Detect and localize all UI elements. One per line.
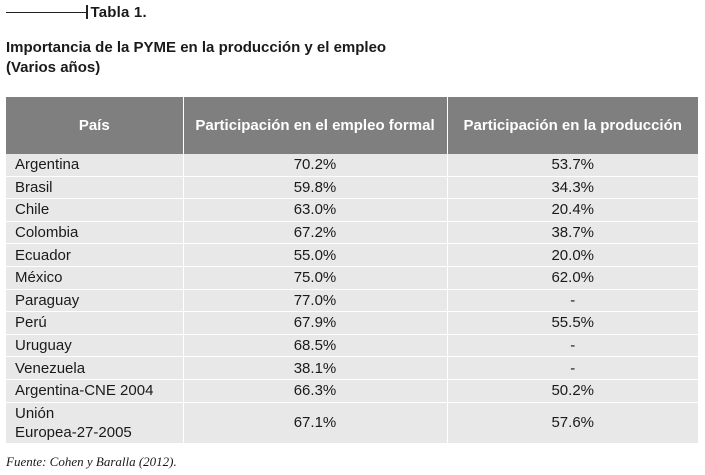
table-row: Chile 63.0% 20.4% — [6, 198, 698, 222]
country-cell: Chile — [6, 198, 184, 222]
table-row: Unión Europea-27-2005 67.1% 57.6% — [6, 402, 698, 444]
employment-cell: 67.1% — [183, 402, 448, 444]
employment-cell: 68.5% — [183, 334, 448, 358]
country-cell: Uruguay — [6, 334, 184, 358]
employment-cell: 59.8% — [183, 176, 448, 200]
country-cell-line2: Europea-27-2005 — [15, 423, 132, 441]
employment-cell: 55.0% — [183, 243, 448, 267]
column-header-country: País — [6, 97, 184, 154]
table-title-line1: Importancia de la PYME en la producción … — [6, 39, 387, 56]
table-row: México 75.0% 62.0% — [6, 266, 698, 290]
production-cell: 50.2% — [447, 379, 698, 403]
country-cell: Venezuela — [6, 356, 184, 380]
production-cell: 62.0% — [447, 266, 698, 290]
employment-cell: 63.0% — [183, 198, 448, 222]
table-row: Uruguay 68.5% - — [6, 334, 698, 358]
production-cell: 20.4% — [447, 198, 698, 222]
employment-cell: 38.1% — [183, 356, 448, 380]
table-label-text: Tabla 1. — [90, 3, 147, 21]
country-cell: Argentina-CNE 2004 — [6, 379, 184, 403]
production-cell: 34.3% — [447, 176, 698, 200]
production-cell: - — [447, 334, 698, 358]
employment-cell: 77.0% — [183, 289, 448, 313]
country-cell: Paraguay — [6, 289, 184, 313]
production-cell: - — [447, 356, 698, 380]
table-label-tick — [86, 5, 88, 19]
production-cell: 55.5% — [447, 311, 698, 335]
country-cell: Brasil — [6, 176, 184, 200]
country-cell: Argentina — [6, 154, 184, 177]
source-note: Fuente: Cohen y Baralla (2012). — [6, 454, 177, 469]
table-row: Venezuela 38.1% - — [6, 356, 698, 380]
production-cell: 53.7% — [447, 154, 698, 177]
data-table: País Participación en el empleo formal P… — [6, 97, 698, 444]
table-label-rule — [6, 11, 86, 13]
country-cell-line1: Unión — [15, 404, 55, 422]
column-header-employment: Participación en el empleo formal — [183, 97, 448, 154]
table-title: Importancia de la PYME en la producción … — [6, 38, 386, 78]
employment-cell: 70.2% — [183, 154, 448, 177]
employment-cell: 67.9% — [183, 311, 448, 335]
table-row: Argentina 70.2% 53.7% — [6, 154, 698, 177]
table-row: Argentina-CNE 2004 66.3% 50.2% — [6, 379, 698, 403]
table-row: Paraguay 77.0% - — [6, 289, 698, 313]
country-cell: Ecuador — [6, 243, 184, 267]
country-cell: Colombia — [6, 221, 184, 245]
production-cell: 38.7% — [447, 221, 698, 245]
employment-cell: 66.3% — [183, 379, 448, 403]
table-row: Ecuador 55.0% 20.0% — [6, 243, 698, 267]
table-row: Brasil 59.8% 34.3% — [6, 176, 698, 200]
country-cell: Perú — [6, 311, 184, 335]
employment-cell: 75.0% — [183, 266, 448, 290]
country-cell: Unión Europea-27-2005 — [6, 402, 184, 444]
column-header-production: Participación en la producción — [447, 97, 698, 154]
production-cell: 20.0% — [447, 243, 698, 267]
table-label: Tabla 1. — [6, 2, 147, 22]
employment-cell: 67.2% — [183, 221, 448, 245]
table-row: Perú 67.9% 55.5% — [6, 311, 698, 335]
table-title-line2: (Varios años) — [6, 59, 101, 76]
production-cell: - — [447, 289, 698, 313]
country-cell: México — [6, 266, 184, 290]
table-header-row: País Participación en el empleo formal P… — [6, 97, 698, 154]
production-cell: 57.6% — [447, 402, 698, 444]
table-row: Colombia 67.2% 38.7% — [6, 221, 698, 245]
